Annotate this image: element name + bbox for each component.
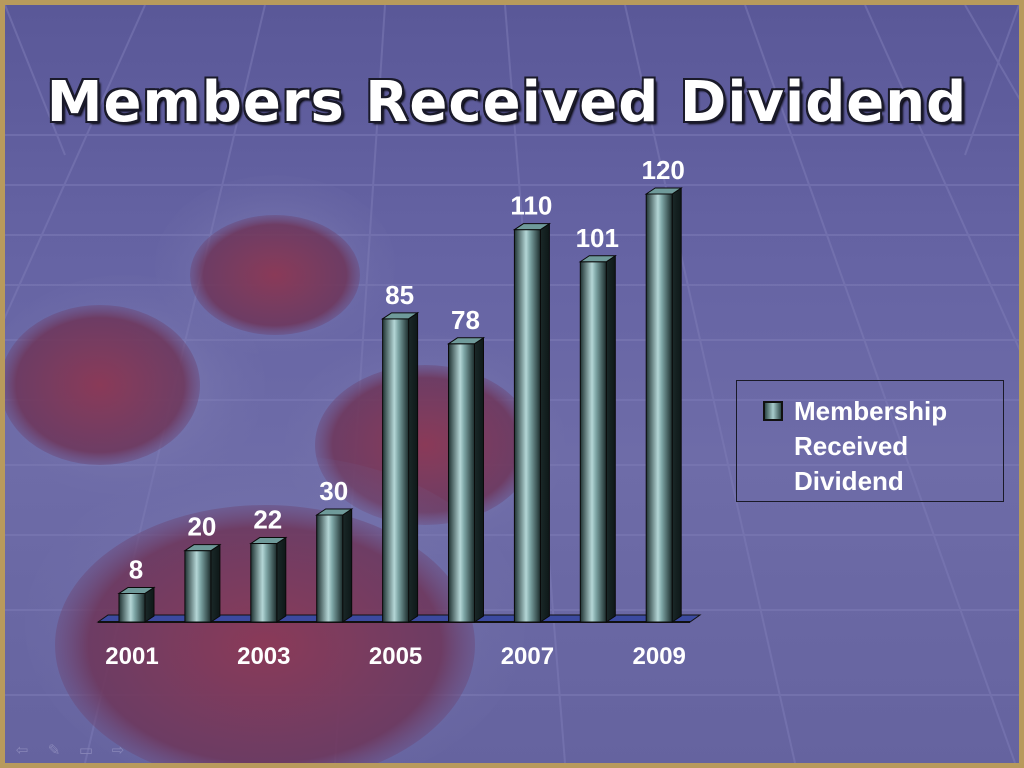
data-label-2007: 110 <box>510 191 552 221</box>
bar-top <box>117 586 156 594</box>
legend-label: Membership Received Dividend <box>794 394 999 499</box>
bar-2008 <box>578 254 617 623</box>
screen-icon[interactable]: ▭ <box>78 742 94 759</box>
bar-top <box>183 544 222 552</box>
x-tick-labels-group: 2001 2003 2005 2007 2009 <box>105 643 686 670</box>
bar-side <box>671 187 682 623</box>
bar-front <box>513 229 541 623</box>
bar-front <box>184 550 212 623</box>
data-label-2005: 85 <box>385 280 414 310</box>
bar-side <box>539 222 550 623</box>
slide-background: ⇦ ✎ ▭ ⇨ <box>5 5 1019 763</box>
bar-side <box>276 536 287 623</box>
x-tick-label-2009: 2009 <box>633 643 686 670</box>
bar-front <box>118 592 146 623</box>
bar-2001 <box>117 586 156 623</box>
arrow-right-icon[interactable]: ⇨ <box>111 742 125 759</box>
bar-top <box>644 187 683 195</box>
data-label-2008: 101 <box>576 223 619 253</box>
bar-top <box>512 223 552 231</box>
bar-side <box>210 543 221 623</box>
bar-side <box>605 254 616 623</box>
data-labels-group: 8 20 22 30 85 78 110 101 120 <box>129 155 685 584</box>
bar-2007 <box>512 222 552 623</box>
bar-2006 <box>446 336 486 623</box>
bar-2004 <box>315 508 354 623</box>
bar-2005 <box>380 311 420 623</box>
arrow-left-icon[interactable]: ⇦ <box>15 742 29 759</box>
bar-2002 <box>183 543 222 623</box>
bar-2003 <box>249 536 288 623</box>
bar-2009 <box>644 187 683 623</box>
data-label-2003: 22 <box>253 505 282 535</box>
bar-front <box>316 514 344 623</box>
bar-side <box>474 336 484 623</box>
chart-legend: Membership Received Dividend <box>736 380 1004 502</box>
bar-top <box>249 537 288 545</box>
slide-title: Members Received Dividend <box>46 70 968 135</box>
bar-side <box>408 311 419 623</box>
legend-line-3: Dividend <box>794 466 904 496</box>
x-tick-label-2007: 2007 <box>501 643 554 670</box>
bar-top <box>578 255 617 263</box>
data-label-2004: 30 <box>319 476 348 506</box>
legend-swatch <box>763 401 783 421</box>
bar-front <box>250 543 278 623</box>
data-label-2009: 120 <box>642 155 685 185</box>
bar-top <box>446 337 486 345</box>
legend-line-2: Received <box>794 431 909 461</box>
bar-front <box>645 193 673 623</box>
bars-group <box>117 187 683 623</box>
legend-line-1: Membership <box>794 396 948 426</box>
bar-top <box>315 508 354 516</box>
pencil-icon[interactable]: ✎ <box>47 742 61 759</box>
data-label-2006: 78 <box>451 305 480 335</box>
bar-side <box>342 508 353 623</box>
data-label-2001: 8 <box>129 554 143 584</box>
bar-front <box>448 343 475 623</box>
x-tick-label-2005: 2005 <box>369 643 422 670</box>
data-label-2002: 20 <box>187 512 216 542</box>
slide-nav: ⇦ ✎ ▭ ⇨ <box>13 743 127 759</box>
bar-top <box>380 312 420 320</box>
bar-front <box>382 318 410 623</box>
x-tick-label-2003: 2003 <box>237 643 290 670</box>
x-tick-label-2001: 2001 <box>105 643 158 670</box>
bar-front <box>579 261 607 623</box>
